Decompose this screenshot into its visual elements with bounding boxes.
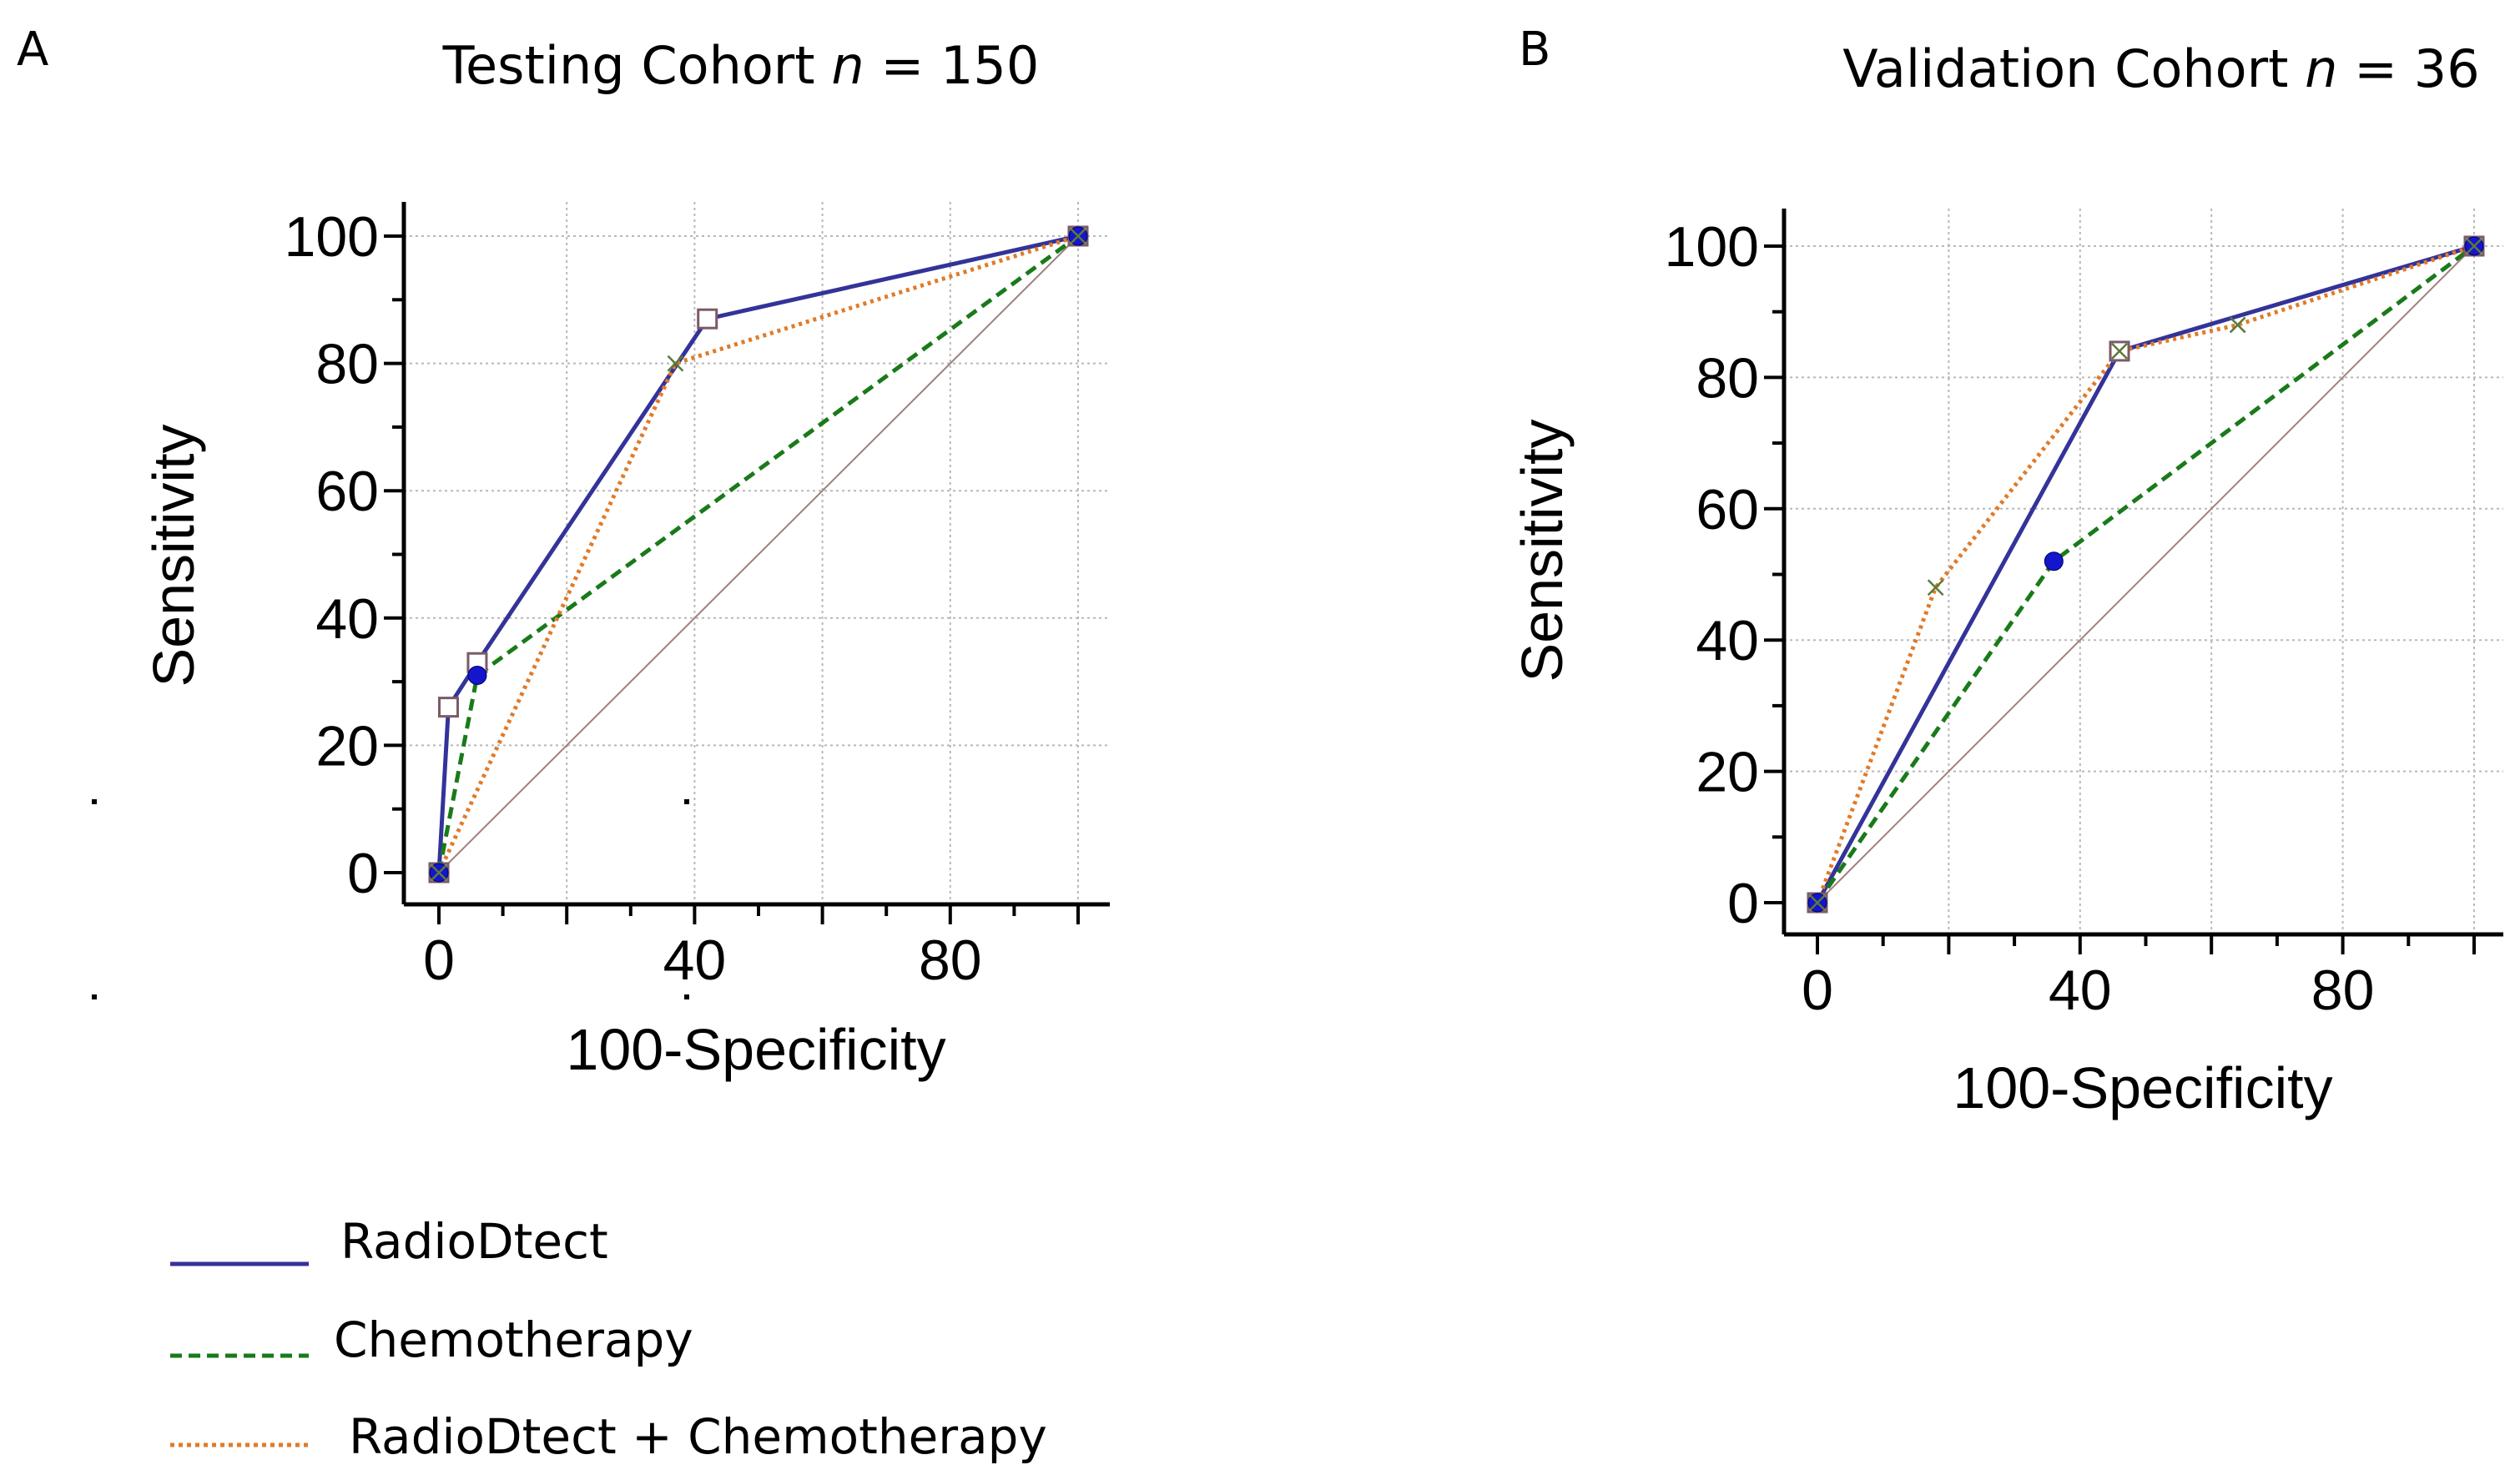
panel-a-series-radiodtect-chemotherapy [436, 234, 1079, 874]
panel-b-x-tick-label: 40 [2049, 959, 2112, 1022]
panel-a-plot: 0 40 80 0 20 40 60 80 100 [285, 202, 1110, 992]
panel-b-y-tick-label: 80 [1696, 346, 1759, 410]
panel-b-plot: 0 40 80 0 20 40 60 80 100 [1665, 209, 2503, 1022]
panel-a-x-tick-label: 40 [663, 929, 727, 992]
panel-b-title-prefix: Validation Cohort [1842, 38, 2305, 99]
panel-b-point-radiodtect-chemotherapy [2111, 343, 2128, 360]
panel-b-y-tick-label: 100 [1665, 215, 1759, 279]
panel-b-y-tick-label: 60 [1696, 478, 1759, 541]
panel-a-x-axis-label: 100-Specificity [566, 1017, 945, 1082]
panel-b-letter: B [1519, 23, 1550, 77]
panel-b-point-radiodtect-chemotherapy [1927, 579, 1944, 597]
panel-a-title-suffix: = 150 [864, 35, 1040, 96]
panel-a-y-tick-label: 20 [315, 714, 379, 778]
panel-b-y-axis-label: Sensitivity [1509, 419, 1575, 682]
panel-a-y-tick-label: 100 [285, 205, 379, 269]
panel-a-y-tick-label: 40 [315, 587, 379, 651]
panel-a-point-chemotherapy [467, 665, 487, 685]
stray-dot [92, 799, 97, 804]
panel-a-x-tick-label: 0 [423, 929, 455, 992]
panel-a-point-radiodtect-chemotherapy [1070, 228, 1086, 244]
stray-dot [92, 994, 97, 999]
panel-b-point-radiodtect-chemotherapy [1809, 894, 1826, 911]
panel-b-reference-diagonal [1817, 245, 2475, 904]
panel-b-title: Validation Cohort n = 36 [1842, 38, 2479, 99]
legend-label-chemotherapy: Chemotherapy [334, 1311, 693, 1368]
panel-b-y-tick-label: 40 [1696, 609, 1759, 672]
panel-b-y-tick-label: 0 [1727, 872, 1759, 935]
panel-a-title-prefix: Testing Cohort [442, 35, 832, 96]
panel-a-reference-diagonal [438, 235, 1079, 873]
panel-b-point-radiodtect-chemotherapy [2466, 238, 2482, 254]
panel-b-point-chemotherapy [2044, 551, 2064, 571]
legend-label-radiodtect: RadioDtect [340, 1213, 608, 1270]
panel-b-x-axis-label: 100-Specificity [1953, 1055, 2332, 1120]
stray-dot [684, 799, 689, 804]
panel-b-y-tick-label: 20 [1696, 741, 1759, 804]
panel-a-title-n: n [831, 35, 864, 96]
panel-a-y-axis-label: Sensitivity [141, 424, 206, 687]
panel-a-point-radiodtect-chemotherapy [431, 864, 447, 881]
panel-a-point-radiodtect [697, 308, 718, 330]
panel-b-x-tick-label: 0 [1802, 959, 1833, 1022]
panel-b-title-n: n [2305, 38, 2337, 99]
panel-b-x-tick-label: 80 [2311, 959, 2375, 1022]
panel-b-title-suffix: = 36 [2337, 38, 2479, 99]
legend-label-combined: RadioDtect + Chemotherapy [349, 1408, 1047, 1465]
panel-a-title: Testing Cohort n = 150 [442, 35, 1040, 96]
panel-a-point-radiodtect [437, 697, 459, 718]
panel-a-y-tick-label: 0 [347, 842, 379, 905]
stray-dot [684, 994, 689, 999]
panel-b-point-radiodtect-chemotherapy [2229, 316, 2246, 334]
panel-a-y-tick-label: 60 [315, 460, 379, 523]
legend: RadioDtect Chemotherapy RadioDtect + Che… [170, 1213, 1047, 1465]
panel-a-y-tick-label: 80 [315, 333, 379, 396]
panel-a-letter: A [17, 23, 48, 77]
panel-a-point-radiodtect-chemotherapy [667, 355, 684, 372]
panel-a-x-tick-label: 80 [919, 929, 982, 992]
